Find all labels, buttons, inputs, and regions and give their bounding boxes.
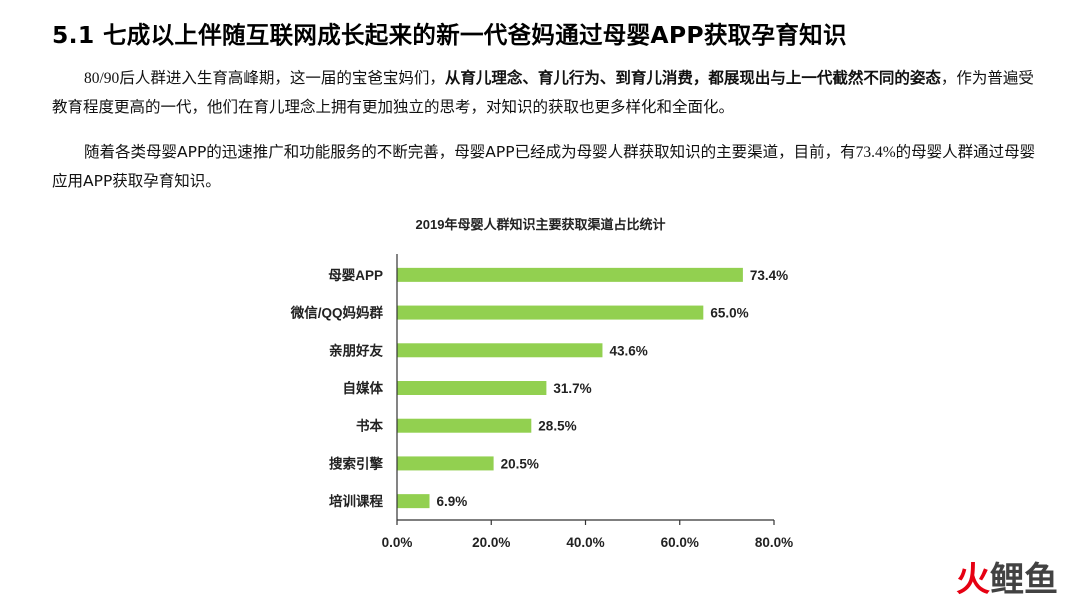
- bar: [397, 456, 494, 471]
- category-label: 书本: [356, 418, 383, 434]
- paragraph-lead-number: 80/90: [84, 70, 120, 87]
- bar: [397, 381, 547, 395]
- value-label: 28.5%: [538, 419, 576, 434]
- value-label: 6.9%: [437, 494, 468, 509]
- paragraph-lead-text: 后人群进入生育高峰期，这一届的宝爸宝妈们，: [119, 69, 445, 87]
- paragraph-text-after: 的母婴人群通过母婴应用APP获取孕育知识。: [52, 143, 1036, 190]
- value-label: 31.7%: [553, 381, 591, 396]
- watermark-logo: 火鲤鱼: [956, 552, 1058, 601]
- intro-paragraph: 80/90后人群进入生育高峰期，这一届的宝爸宝妈们，从育儿理念、育儿行为、到育儿…: [52, 64, 1042, 122]
- paragraph-tail-text: ，作为普遍受教育程度更高的一代，他们在育儿理念上拥有更加独立的思考，对知识的获取…: [52, 69, 1034, 116]
- watermark-part-1: 火: [956, 560, 990, 600]
- paragraph-text-before: 随着各类母婴APP的迅速推广和功能服务的不断完善，母婴APP已经成为母婴人群获取…: [84, 143, 856, 161]
- x-tick-label: 20.0%: [472, 535, 510, 550]
- watermark-part-2: 鲤鱼: [990, 560, 1058, 600]
- category-label: 培训课程: [329, 493, 383, 509]
- bar: [397, 267, 743, 282]
- chart-title: 2019年母婴人群知识主要获取渠道占比统计: [416, 217, 666, 232]
- channel-paragraph: 随着各类母婴APP的迅速推广和功能服务的不断完善，母婴APP已经成为母婴人群获取…: [52, 138, 1042, 196]
- x-tick-label: 60.0%: [661, 535, 699, 550]
- category-label: 母婴APP: [328, 267, 383, 283]
- category-label: 搜索引擎: [329, 455, 383, 471]
- value-label: 20.5%: [501, 456, 539, 471]
- page-title: 5.1 七成以上伴随互联网成长起来的新一代爸妈通过母婴APP获取孕育知识: [52, 21, 847, 49]
- category-label: 自媒体: [343, 380, 384, 396]
- bar: [397, 418, 532, 433]
- category-label: 亲朋好友: [329, 342, 383, 358]
- bar: [397, 494, 430, 509]
- bar: [397, 305, 704, 320]
- value-label: 43.6%: [609, 343, 647, 358]
- value-label: 73.4%: [750, 268, 788, 283]
- category-label: 微信/QQ妈妈群: [290, 305, 384, 321]
- paragraph-highlight-number: 73.4%: [855, 144, 896, 161]
- bar: [397, 343, 603, 358]
- x-tick-label: 40.0%: [566, 535, 604, 550]
- paragraph-bold-text: 从育儿理念、育儿行为、到育儿消费，都展现出与上一代截然不同的姿态: [444, 69, 941, 87]
- x-tick-label: 80.0%: [755, 535, 793, 550]
- value-label: 65.0%: [710, 306, 748, 321]
- x-tick-label: 0.0%: [382, 535, 413, 550]
